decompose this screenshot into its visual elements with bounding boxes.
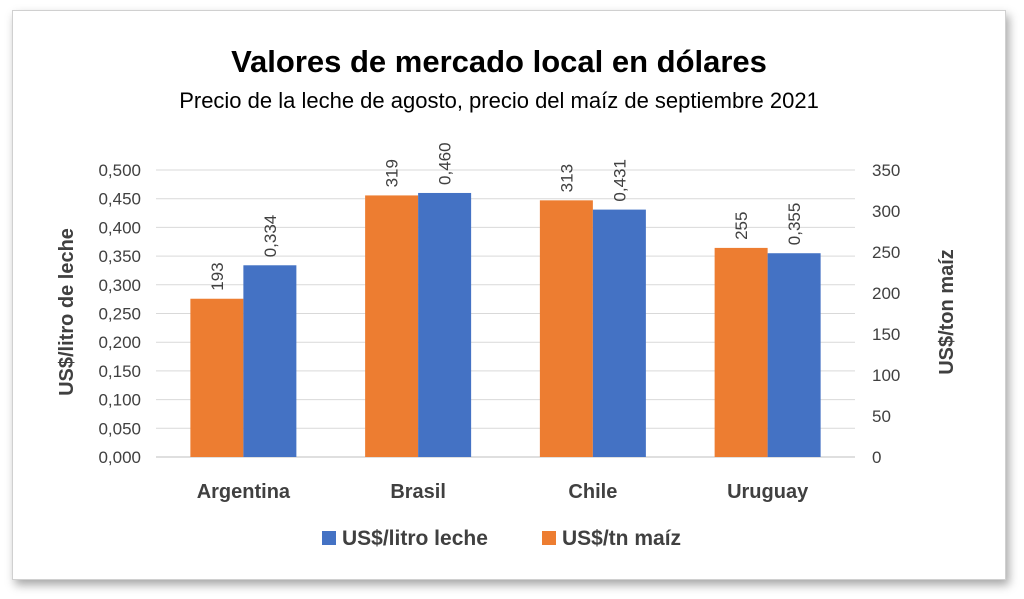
data-label-milk: 0,355 — [785, 203, 804, 246]
bar-milk — [243, 265, 297, 457]
y-tick-label: 0,300 — [98, 276, 141, 295]
chart-frame — [12, 10, 1006, 580]
bars — [190, 192, 821, 458]
y-tick-label: 0,350 — [98, 247, 141, 266]
y-axis-ticks: 0,000 0,050 0,100 0,150 0,200 0,250 0,300 0,350… — [98, 161, 141, 467]
chart-title: Valores de mercado local en dólares — [231, 44, 767, 79]
legend-label: US$/tn maíz — [562, 527, 681, 550]
bar-maize — [190, 298, 244, 457]
legend-label: US$/litro leche — [342, 527, 488, 550]
legend: US$/litro leche US$/tn maíz — [322, 527, 681, 550]
data-label-maize: 255 — [732, 212, 751, 240]
y2-tick-label: 0 — [872, 448, 881, 467]
y2-tick-label: 350 — [872, 161, 900, 180]
y2-axis-label: US$/ton maíz — [936, 249, 958, 375]
y-tick-label: 0,050 — [98, 419, 141, 438]
y2-tick-label: 250 — [872, 243, 900, 262]
bar-maize — [539, 200, 593, 457]
y-tick-label: 0,000 — [98, 448, 141, 467]
y2-tick-label: 300 — [872, 202, 900, 221]
category-label: Argentina — [197, 481, 291, 503]
category-label: Chile — [568, 481, 617, 503]
x-axis-categories: Argentina Brasil Chile Uruguay — [197, 481, 809, 503]
chart-subtitle: Precio de la leche de agosto, precio del… — [179, 88, 819, 113]
y2-axis-ticks: 0 50 100 150 200 250 300 350 — [872, 161, 900, 467]
legend-swatch — [542, 531, 556, 545]
bar-milk — [592, 209, 646, 457]
data-label-milk: 0,460 — [436, 142, 455, 185]
y-axis-label: US$/litro de leche — [56, 228, 78, 396]
y2-tick-label: 50 — [872, 407, 891, 426]
bar-milk — [418, 192, 472, 457]
data-label-milk: 0,334 — [261, 215, 280, 258]
legend-swatch — [322, 531, 336, 545]
y2-tick-label: 150 — [872, 325, 900, 344]
y-tick-label: 0,400 — [98, 218, 141, 237]
data-labels: 193 0,334 319 0,460 313 0,431 255 0,355 — [208, 142, 804, 290]
y-tick-label: 0,200 — [98, 333, 141, 352]
y2-tick-label: 200 — [872, 284, 900, 303]
y-tick-label: 0,100 — [98, 391, 141, 410]
bar-maize — [365, 195, 419, 458]
y-tick-label: 0,150 — [98, 362, 141, 381]
bar-maize — [714, 247, 768, 457]
y-tick-label: 0,250 — [98, 305, 141, 324]
data-label-maize: 313 — [557, 164, 576, 192]
data-label-maize: 319 — [383, 159, 402, 187]
category-label: Uruguay — [727, 481, 809, 503]
y-tick-label: 0,500 — [98, 161, 141, 180]
y-tick-label: 0,450 — [98, 190, 141, 209]
bar-milk — [767, 253, 821, 457]
y2-tick-label: 100 — [872, 366, 900, 385]
data-label-maize: 193 — [208, 262, 227, 290]
data-label-milk: 0,431 — [610, 159, 629, 202]
category-label: Brasil — [390, 481, 446, 503]
